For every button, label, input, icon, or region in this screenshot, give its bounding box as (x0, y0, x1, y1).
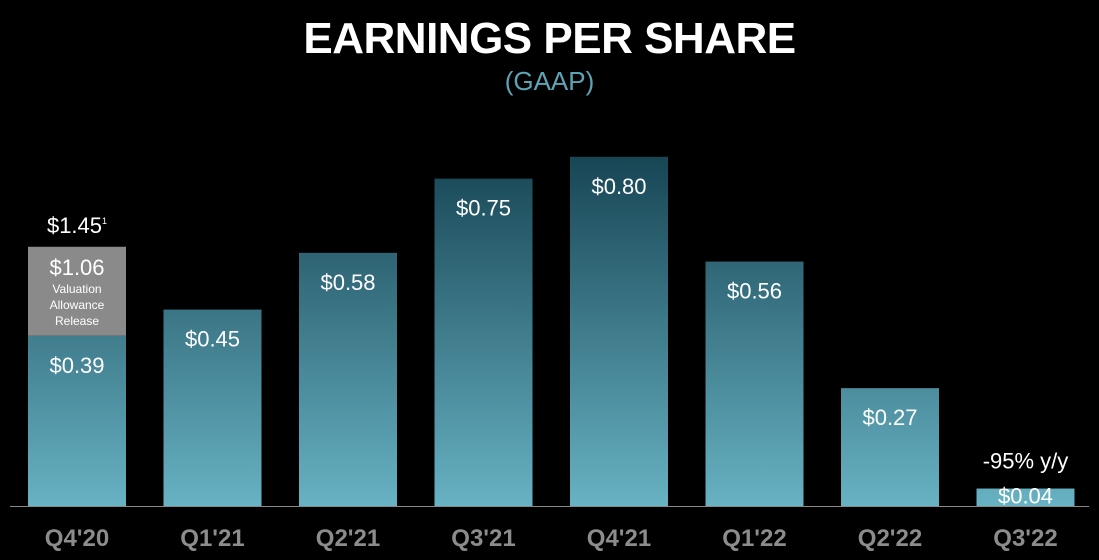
bar-4 (570, 156, 668, 507)
bar-1 (163, 309, 262, 506)
bar-2 (299, 252, 397, 506)
stacked-segment-description: Allowance (50, 298, 105, 312)
bar-value-label: $0.58 (320, 270, 375, 295)
bar-value-label: $0.56 (727, 279, 782, 304)
chart-title: EARNINGS PER SHARE (303, 14, 796, 63)
x-tick-label: Q2'21 (316, 525, 380, 552)
x-tick-label: Q4'20 (45, 525, 109, 552)
bar-0 (28, 335, 126, 506)
bar-value-label: $0.39 (49, 353, 104, 378)
stacked-segment-description: Release (55, 314, 99, 328)
bar-value-label: $0.75 (456, 196, 511, 221)
x-tick-label: Q3'21 (451, 525, 515, 552)
chart-subtitle: (GAAP) (504, 66, 595, 96)
x-tick-label: Q1'21 (180, 525, 244, 552)
bar-value-label: $0.80 (591, 174, 646, 199)
bar-value-label: $0.04 (998, 484, 1053, 509)
x-tick-label: Q2'22 (858, 525, 922, 552)
stacked-total-label: $1.451 (47, 213, 107, 238)
stacked-segment (28, 246, 126, 336)
bar-7 (976, 488, 1075, 506)
bar-value-label: $0.27 (862, 405, 917, 430)
bar-6 (841, 388, 939, 506)
bar-3 (434, 178, 533, 506)
yoy-annotation: -95% y/y (983, 449, 1069, 474)
x-tick-label: Q4'21 (587, 525, 651, 552)
x-tick-label: Q3'22 (993, 525, 1057, 552)
x-tick-label: Q1'22 (722, 525, 786, 552)
bar-5 (705, 261, 804, 506)
bar-value-label: $0.45 (185, 327, 240, 352)
stacked-segment-value: $1.06 (49, 255, 104, 280)
stacked-segment-description: Valuation (52, 282, 101, 296)
